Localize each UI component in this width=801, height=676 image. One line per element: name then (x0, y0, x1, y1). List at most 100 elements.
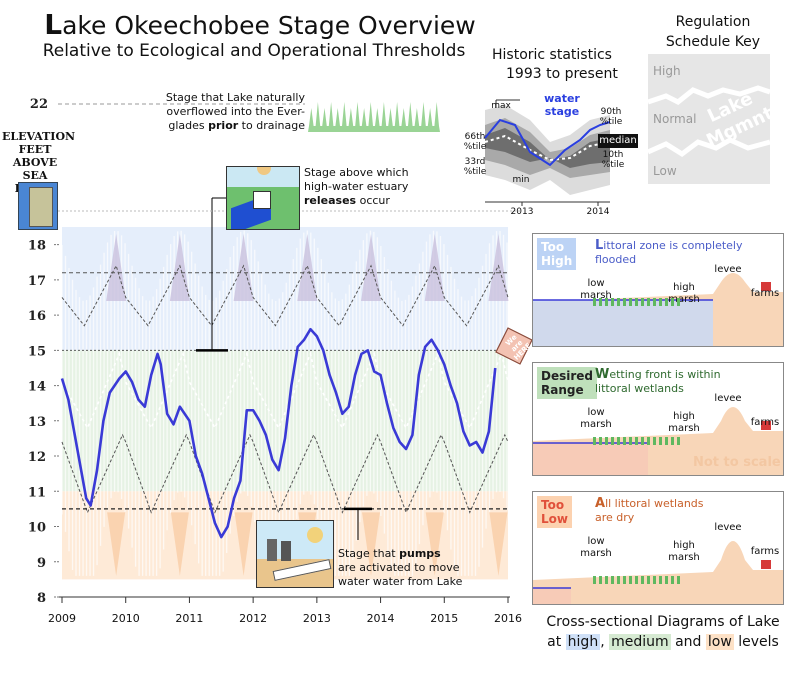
y-tick-label: 17 (28, 274, 46, 289)
pumps-annotation: Stage that pumps are activated to move w… (338, 547, 488, 589)
zone-tag-line-1: Too (541, 498, 565, 512)
overflow-band-icon (308, 96, 440, 132)
historic-title-2: 1993 to present (506, 66, 618, 82)
y-tick-label: 10 (28, 521, 46, 536)
pumps-icon (256, 520, 334, 588)
overflow-text-3b: prior (208, 119, 239, 132)
x-tick-label: 2013 (303, 612, 331, 625)
hist-p66-label: 66th %tile (463, 132, 487, 152)
levee-label: levee (714, 264, 742, 275)
min-trough (234, 512, 253, 576)
regulation-title-1: Regulation (675, 14, 751, 30)
hist-p10-label: 10th %tile (601, 150, 625, 170)
zone-desc-line-2: are dry (595, 511, 635, 524)
x-tick-label: 2015 (430, 612, 458, 625)
hist-p90-label: 90th %tile (599, 107, 623, 127)
x-tick-label: 2011 (175, 612, 203, 625)
caption-high: high (565, 634, 601, 650)
low-marsh-label: low marsh (580, 278, 612, 301)
max-peak (106, 234, 127, 301)
y-tick-label-22: 22 (30, 97, 48, 112)
x-tick-label: 2010 (112, 612, 140, 625)
max-peak (233, 234, 254, 301)
min-trough (107, 512, 126, 576)
max-peak (488, 234, 509, 301)
overflow-text-3a: glades (168, 119, 209, 132)
low-marsh-label: low marsh (580, 536, 612, 559)
cross-section-drawing (533, 407, 783, 475)
releases-text-3b: occur (356, 194, 390, 207)
farms-label: farms (750, 417, 780, 428)
hist-p33-label: 33rd %tile (463, 157, 487, 177)
releases-text-1: Stage above which (304, 166, 409, 179)
reg-low-label: Low (653, 164, 677, 178)
x-tick-label: 2012 (239, 612, 267, 625)
cross-section-panel: Desired Range Wetting front is within litto… (532, 362, 784, 476)
hist-median-label: median (598, 134, 638, 148)
hist-water-stage-label: water stage (544, 92, 580, 118)
high-marsh-label: high marsh (668, 411, 700, 434)
zone-tag: Too Low (537, 496, 572, 528)
marsh-grass (593, 437, 683, 445)
pumps-text-2: are activated to move (338, 561, 460, 574)
caption-sep-1: , (600, 634, 610, 650)
overflow-text-3c: to drainage (238, 119, 305, 132)
y-tick-label: 18 (28, 239, 46, 254)
reg-normal-label: Normal (653, 112, 697, 126)
cross-section-panel: Too High Littoral zone is completely floode… (532, 233, 784, 347)
y-tick-label: 8 (37, 591, 46, 606)
releases-text-3a: releases (304, 194, 357, 207)
hist-x-start: 2013 (510, 207, 534, 217)
zone-tag-line-2: Range (541, 383, 584, 397)
releases-annotation: Stage above which high-water estuary rel… (304, 166, 444, 208)
farms-label: farms (750, 288, 780, 299)
x-tick-label: 2009 (48, 612, 76, 625)
overflow-annotation: Stage that Lake naturally overflowed int… (150, 91, 305, 133)
zone-tag-line-1: Desired (541, 369, 594, 383)
x-tick-label: 2014 (367, 612, 395, 625)
min-trough (362, 512, 381, 576)
caption-line-1: Cross-sectional Diagrams of Lake (546, 614, 780, 630)
percentile-line-10th-tile (61, 433, 509, 514)
title-initial: L (44, 8, 63, 41)
caption-sep-2: and (670, 634, 706, 650)
caption-levels: levels (733, 634, 779, 650)
overflow-text-2: overflowed into the Ever- (166, 105, 305, 118)
max-peak (424, 234, 445, 301)
max-peak (169, 234, 190, 301)
zone-description: Wetting front is within littoral wetlands (595, 368, 721, 396)
zone-tag-line-2: Low (541, 512, 568, 526)
y-tick-label: 16 (28, 309, 46, 324)
cross-section-panel: Too Low All littoral wetlands are dry low ma… (532, 491, 784, 605)
y-tick-label: 12 (28, 450, 46, 465)
zone-description: Littoral zone is completely flooded (595, 239, 743, 267)
caption-low: low (705, 634, 734, 650)
chart-title: Lake Okeechobee Stage Overview (30, 10, 490, 41)
pumps-text-3: water water from Lake (338, 575, 463, 588)
y-tick-label: 13 (28, 415, 46, 430)
chart-subtitle: Relative to Ecological and Operational T… (42, 41, 466, 61)
zone-desc-line-1: Wetting front is within (595, 367, 721, 382)
hist-max-label: max (491, 101, 511, 111)
hist-x-end: 2014 (586, 207, 610, 217)
estuary-release-icon (226, 166, 300, 230)
overflow-text-1: Stage that Lake naturally (165, 91, 305, 104)
zone-tag-line-1: Too (541, 240, 565, 254)
marsh-grass (593, 298, 683, 306)
min-trough (489, 512, 508, 576)
zone-tag-line-2: High (541, 254, 573, 268)
x-tick-label: 2016 (494, 612, 522, 625)
pumps-text-1b: pumps (399, 547, 441, 560)
releases-text-2: high-water estuary (304, 180, 409, 193)
caption-at: at (547, 634, 566, 650)
y-tick-label: 9 (37, 556, 46, 571)
zone-tag: Desired Range (537, 367, 598, 399)
regulation-key-diagram: High Normal Low Lake Mgmnt (648, 54, 770, 184)
pumps-text-1a: Stage that (338, 547, 400, 560)
min-trough (425, 512, 444, 576)
we-are-here-marker: We are HERE (494, 326, 534, 366)
max-peak (297, 234, 318, 301)
water-stage-line (60, 327, 497, 539)
levee-label: levee (714, 393, 742, 404)
